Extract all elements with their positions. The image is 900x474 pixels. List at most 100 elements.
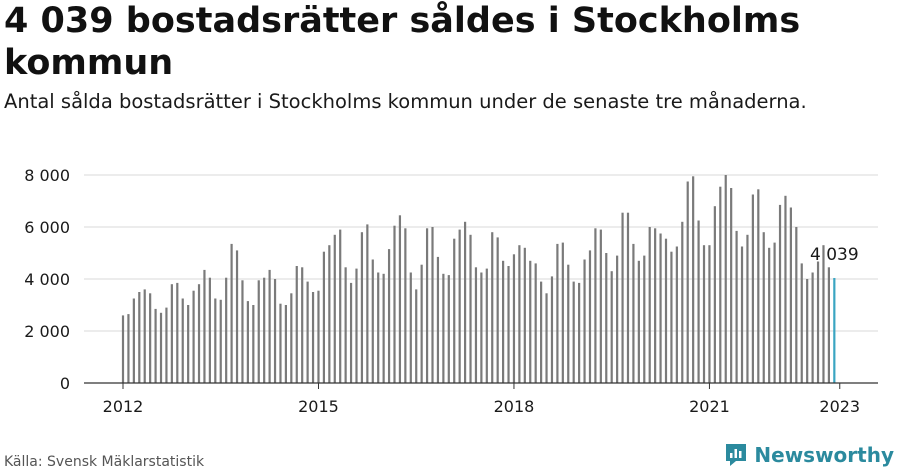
- bar: [176, 282, 179, 383]
- bar: [165, 307, 168, 383]
- bar: [474, 267, 478, 383]
- bar: [681, 221, 684, 383]
- bar: [502, 260, 505, 383]
- bar: [806, 279, 809, 383]
- y-tick-label: 6 000: [24, 218, 70, 237]
- bar: [360, 232, 364, 383]
- bar: [480, 272, 483, 383]
- bar: [610, 271, 613, 383]
- bar: [789, 207, 792, 383]
- bar: [181, 298, 184, 383]
- bar: [241, 280, 244, 383]
- bar: [654, 228, 657, 383]
- bar-highlight: [833, 277, 836, 383]
- bar: [692, 176, 695, 383]
- bar: [453, 238, 456, 383]
- bar: [377, 272, 380, 383]
- x-tick-label: 2023: [819, 397, 860, 416]
- bar: [735, 230, 738, 383]
- bar: [719, 186, 722, 383]
- x-tick-label: 2021: [689, 397, 730, 416]
- bar: [393, 225, 396, 383]
- bar: [235, 250, 239, 383]
- bar: [599, 229, 602, 383]
- bar: [284, 305, 287, 383]
- bar: [339, 229, 342, 383]
- bar: [605, 253, 608, 383]
- bar: [138, 292, 141, 383]
- y-tick-label: 0: [60, 374, 70, 393]
- bar: [491, 232, 494, 383]
- bar: [333, 234, 336, 383]
- bar: [670, 251, 673, 383]
- bar: [659, 233, 662, 383]
- bar: [675, 246, 678, 383]
- bar: [344, 267, 347, 383]
- axes: [84, 382, 878, 389]
- annotation-label: 4 039: [810, 245, 859, 265]
- bar: [447, 275, 450, 383]
- bar: [648, 227, 651, 383]
- bar: [425, 228, 429, 383]
- bar: [811, 272, 814, 383]
- bar: [290, 293, 293, 383]
- bar: [230, 243, 233, 383]
- bar: [415, 289, 418, 383]
- bar: [431, 227, 434, 383]
- bar: [273, 279, 277, 383]
- x-tick-label: 2015: [298, 397, 339, 416]
- bar: [306, 281, 309, 383]
- bar: [702, 245, 706, 383]
- bar: [398, 215, 402, 383]
- bar: [311, 292, 315, 383]
- bar: [170, 284, 173, 383]
- brand-logo[interactable]: Newsworthy: [724, 442, 894, 468]
- y-tick-label: 8 000: [24, 166, 70, 185]
- bar: [197, 284, 201, 383]
- bar: [822, 245, 825, 383]
- y-tick-label: 4 000: [24, 270, 70, 289]
- bar: [626, 212, 630, 383]
- bar: [149, 293, 152, 383]
- bar: [349, 282, 353, 383]
- bar: [159, 312, 163, 383]
- y-tick-label: 2 000: [24, 322, 70, 341]
- bar: [523, 247, 526, 383]
- bar-series: [121, 175, 836, 383]
- bar: [387, 249, 391, 383]
- bar: [632, 243, 635, 383]
- bar: [561, 242, 564, 383]
- chart-subtitle: Antal sålda bostadsrätter i Stockholms k…: [4, 90, 807, 113]
- bar: [751, 194, 754, 383]
- bar: [458, 229, 461, 383]
- bar: [795, 227, 798, 383]
- bar: [540, 281, 543, 383]
- bar: [664, 238, 668, 383]
- bar: [252, 305, 255, 383]
- bar: [778, 204, 782, 383]
- bar: [404, 228, 407, 383]
- bar: [420, 264, 423, 383]
- bar: [567, 264, 570, 383]
- bar: [203, 269, 206, 383]
- bar: [328, 245, 331, 383]
- bar-chart: 0 2 000 4 000 6 000 8 000 2012 2015 2018 2021 202…: [24, 166, 878, 416]
- bar: [121, 315, 125, 383]
- bar: [616, 255, 619, 383]
- source-note: Källa: Svensk Mäklarstatistik: [4, 454, 205, 470]
- bar: [816, 259, 820, 383]
- bar: [550, 276, 554, 383]
- bar: [762, 232, 765, 383]
- bar: [301, 267, 304, 383]
- bar: [545, 293, 548, 383]
- bar: [225, 277, 228, 383]
- bar: [192, 290, 195, 383]
- bar: [463, 221, 467, 383]
- bar: [317, 290, 320, 383]
- bar: [295, 266, 298, 383]
- bar: [556, 243, 559, 383]
- newsworthy-logo-icon: [726, 444, 747, 466]
- bar: [730, 188, 733, 383]
- bar: [827, 267, 830, 383]
- bar: [263, 277, 266, 383]
